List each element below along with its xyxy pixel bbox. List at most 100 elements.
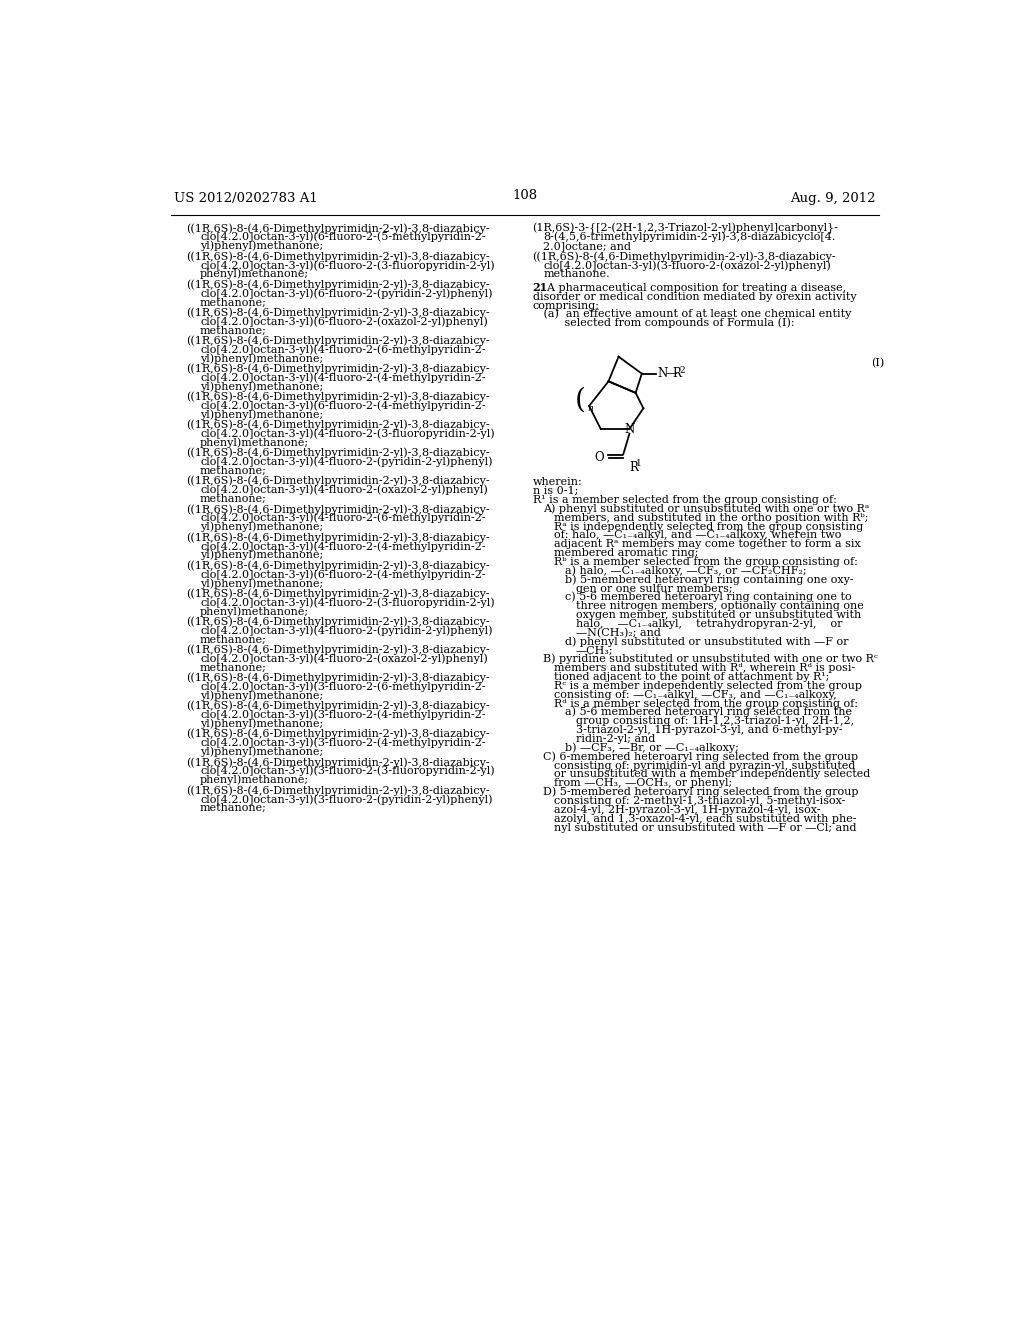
Text: clo[4.2.0]octan-3-yl)(3-fluoro-2-(oxazol-2-yl)phenyl): clo[4.2.0]octan-3-yl)(3-fluoro-2-(oxazol… xyxy=(544,260,831,271)
Text: clo[4.2.0]octan-3-yl)(6-fluoro-2-(oxazol-2-yl)phenyl): clo[4.2.0]octan-3-yl)(6-fluoro-2-(oxazol… xyxy=(200,317,487,327)
Text: ((1R,6S)-8-(4,6-Dimethylpyrimidin-2-yl)-3,8-diazabicy-: ((1R,6S)-8-(4,6-Dimethylpyrimidin-2-yl)-… xyxy=(532,251,837,261)
Text: R: R xyxy=(630,461,638,474)
Text: wherein:: wherein: xyxy=(532,478,583,487)
Text: yl)phenyl)methanone;: yl)phenyl)methanone; xyxy=(200,240,324,251)
Text: Rᶜ is a member independently selected from the group: Rᶜ is a member independently selected fr… xyxy=(554,681,862,690)
Text: ((1R,6S)-8-(4,6-Dimethylpyrimidin-2-yl)-3,8-diazabicy-: ((1R,6S)-8-(4,6-Dimethylpyrimidin-2-yl)-… xyxy=(186,477,489,487)
Text: clo[4.2.0]octan-3-yl)(3-fluoro-2-(4-methylpyridin-2-: clo[4.2.0]octan-3-yl)(3-fluoro-2-(4-meth… xyxy=(200,738,485,748)
Text: yl)phenyl)methanone;: yl)phenyl)methanone; xyxy=(200,409,324,420)
Text: ((1R,6S)-8-(4,6-Dimethylpyrimidin-2-yl)-3,8-diazabicy-: ((1R,6S)-8-(4,6-Dimethylpyrimidin-2-yl)-… xyxy=(186,729,489,739)
Text: Rᵃ is independently selected from the group consisting: Rᵃ is independently selected from the gr… xyxy=(554,521,863,532)
Text: selected from compounds of Formula (I):: selected from compounds of Formula (I): xyxy=(532,318,795,329)
Text: (I): (I) xyxy=(871,358,885,368)
Text: B) pyridine substituted or unsubstituted with one or two Rᶜ: B) pyridine substituted or unsubstituted… xyxy=(544,653,879,664)
Text: Rᵈ is a member selected from the group consisting of:: Rᵈ is a member selected from the group c… xyxy=(554,698,858,709)
Text: clo[4.2.0]octan-3-yl)(4-fluoro-2-(oxazol-2-yl)phenyl): clo[4.2.0]octan-3-yl)(4-fluoro-2-(oxazol… xyxy=(200,653,487,664)
Text: methanone;: methanone; xyxy=(200,297,267,308)
Text: consisting of: —C₁₋₄alkyl, —CF₃, and —C₁₋₄alkoxy,: consisting of: —C₁₋₄alkyl, —CF₃, and —C₁… xyxy=(554,690,837,700)
Text: N: N xyxy=(657,367,668,380)
Text: ((1R,6S)-8-(4,6-Dimethylpyrimidin-2-yl)-3,8-diazabicy-: ((1R,6S)-8-(4,6-Dimethylpyrimidin-2-yl)-… xyxy=(186,392,489,403)
Text: O: O xyxy=(594,451,604,465)
Text: membered aromatic ring;: membered aromatic ring; xyxy=(554,548,698,558)
Text: D) 5-membered heteroaryl ring selected from the group: D) 5-membered heteroaryl ring selected f… xyxy=(544,787,859,797)
Text: 2: 2 xyxy=(679,366,685,375)
Text: b) 5-membered heteroaryl ring containing one oxy-: b) 5-membered heteroaryl ring containing… xyxy=(565,574,854,585)
Text: methanone;: methanone; xyxy=(200,635,267,644)
Text: ((1R,6S)-8-(4,6-Dimethylpyrimidin-2-yl)-3,8-diazabicy-: ((1R,6S)-8-(4,6-Dimethylpyrimidin-2-yl)-… xyxy=(186,644,489,655)
Text: ((1R,6S)-8-(4,6-Dimethylpyrimidin-2-yl)-3,8-diazabicy-: ((1R,6S)-8-(4,6-Dimethylpyrimidin-2-yl)-… xyxy=(186,532,489,543)
Text: consisting of: 2-methyl-1,3-thiazol-yl, 5-methyl-isox-: consisting of: 2-methyl-1,3-thiazol-yl, … xyxy=(554,796,846,807)
Text: A) phenyl substituted or unsubstituted with one or two Rᵃ: A) phenyl substituted or unsubstituted w… xyxy=(544,503,869,513)
Text: azolyl, and 1,3-oxazol-4-yl, each substituted with phe-: azolyl, and 1,3-oxazol-4-yl, each substi… xyxy=(554,813,857,824)
Text: ridin-2-yl; and: ridin-2-yl; and xyxy=(575,734,655,744)
Text: methanone;: methanone; xyxy=(200,804,267,813)
Text: ((1R,6S)-8-(4,6-Dimethylpyrimidin-2-yl)-3,8-diazabicy-: ((1R,6S)-8-(4,6-Dimethylpyrimidin-2-yl)-… xyxy=(186,280,489,290)
Text: oxygen member, substituted or unsubstituted with: oxygen member, substituted or unsubstitu… xyxy=(575,610,861,620)
Text: yl)phenyl)methanone;: yl)phenyl)methanone; xyxy=(200,354,324,364)
Text: or unsubstituted with a member independently selected: or unsubstituted with a member independe… xyxy=(554,770,870,780)
Text: ((1R,6S)-8-(4,6-Dimethylpyrimidin-2-yl)-3,8-diazabicy-: ((1R,6S)-8-(4,6-Dimethylpyrimidin-2-yl)-… xyxy=(186,560,489,570)
Text: ((1R,6S)-8-(4,6-Dimethylpyrimidin-2-yl)-3,8-diazabicy-: ((1R,6S)-8-(4,6-Dimethylpyrimidin-2-yl)-… xyxy=(186,335,489,346)
Text: group consisting of: 1H-1,2,3-triazol-1-yl, 2H-1,2,: group consisting of: 1H-1,2,3-triazol-1-… xyxy=(575,717,854,726)
Text: yl)phenyl)methanone;: yl)phenyl)methanone; xyxy=(200,550,324,561)
Text: clo[4.2.0]octan-3-yl)(6-fluoro-2-(4-methylpyridin-2-: clo[4.2.0]octan-3-yl)(6-fluoro-2-(4-meth… xyxy=(200,400,485,411)
Text: ((1R,6S)-8-(4,6-Dimethylpyrimidin-2-yl)-3,8-diazabicy-: ((1R,6S)-8-(4,6-Dimethylpyrimidin-2-yl)-… xyxy=(186,589,489,599)
Text: clo[4.2.0]octan-3-yl)(4-fluoro-2-(6-methylpyridin-2-: clo[4.2.0]octan-3-yl)(4-fluoro-2-(6-meth… xyxy=(200,513,485,524)
Text: US 2012/0202783 A1: US 2012/0202783 A1 xyxy=(174,193,318,206)
Text: azol-4-yl, 2H-pyrazol-3-yl, 1H-pyrazol-4-yl, isox-: azol-4-yl, 2H-pyrazol-3-yl, 1H-pyrazol-4… xyxy=(554,805,821,814)
Text: gen or one sulfur members;: gen or one sulfur members; xyxy=(575,583,732,594)
Text: n: n xyxy=(587,404,593,413)
Text: R: R xyxy=(673,367,682,380)
Text: yl)phenyl)methanone;: yl)phenyl)methanone; xyxy=(200,718,324,729)
Text: yl)phenyl)methanone;: yl)phenyl)methanone; xyxy=(200,747,324,758)
Text: yl)phenyl)methanone;: yl)phenyl)methanone; xyxy=(200,521,324,532)
Text: —: — xyxy=(665,367,677,380)
Text: a) 5-6 membered heteroaryl ring selected from the: a) 5-6 membered heteroaryl ring selected… xyxy=(565,708,852,718)
Text: yl)phenyl)methanone;: yl)phenyl)methanone; xyxy=(200,690,324,701)
Text: clo[4.2.0]octan-3-yl)(6-fluoro-2-(3-fluoropyridin-2-yl): clo[4.2.0]octan-3-yl)(6-fluoro-2-(3-fluo… xyxy=(200,260,495,271)
Text: ((1R,6S)-8-(4,6-Dimethylpyrimidin-2-yl)-3,8-diazabicy-: ((1R,6S)-8-(4,6-Dimethylpyrimidin-2-yl)-… xyxy=(186,251,489,261)
Text: ((1R,6S)-8-(4,6-Dimethylpyrimidin-2-yl)-3,8-diazabicy-: ((1R,6S)-8-(4,6-Dimethylpyrimidin-2-yl)-… xyxy=(186,673,489,684)
Text: methanone;: methanone; xyxy=(200,466,267,477)
Text: methanone.: methanone. xyxy=(544,269,610,280)
Text: clo[4.2.0]octan-3-yl)(4-fluoro-2-(3-fluoropyridin-2-yl): clo[4.2.0]octan-3-yl)(4-fluoro-2-(3-fluo… xyxy=(200,597,495,607)
Text: methanone;: methanone; xyxy=(200,494,267,504)
Text: from —CH₃, —OCH₃, or phenyl;: from —CH₃, —OCH₃, or phenyl; xyxy=(554,779,732,788)
Text: ((1R,6S)-8-(4,6-Dimethylpyrimidin-2-yl)-3,8-diazabicy-: ((1R,6S)-8-(4,6-Dimethylpyrimidin-2-yl)-… xyxy=(186,447,489,458)
Text: clo[4.2.0]octan-3-yl)(6-fluoro-2-(4-methylpyridin-2-: clo[4.2.0]octan-3-yl)(6-fluoro-2-(4-meth… xyxy=(200,569,485,579)
Text: phenyl)methanone;: phenyl)methanone; xyxy=(200,606,309,616)
Text: ((1R,6S)-8-(4,6-Dimethylpyrimidin-2-yl)-3,8-diazabicy-: ((1R,6S)-8-(4,6-Dimethylpyrimidin-2-yl)-… xyxy=(186,616,489,627)
Text: (: ( xyxy=(574,387,586,414)
Text: Rᵇ is a member selected from the group consisting of:: Rᵇ is a member selected from the group c… xyxy=(554,557,858,568)
Text: d) phenyl substituted or unsubstituted with —F or: d) phenyl substituted or unsubstituted w… xyxy=(565,636,849,647)
Text: phenyl)methanone;: phenyl)methanone; xyxy=(200,269,309,280)
Text: —N(CH₃)₂; and: —N(CH₃)₂; and xyxy=(575,627,660,638)
Text: ((1R,6S)-8-(4,6-Dimethylpyrimidin-2-yl)-3,8-diazabicy-: ((1R,6S)-8-(4,6-Dimethylpyrimidin-2-yl)-… xyxy=(186,701,489,711)
Text: C) 6-membered heteroaryl ring selected from the group: C) 6-membered heteroaryl ring selected f… xyxy=(544,751,858,762)
Text: ((1R,6S)-8-(4,6-Dimethylpyrimidin-2-yl)-3,8-diazabicy-: ((1R,6S)-8-(4,6-Dimethylpyrimidin-2-yl)-… xyxy=(186,756,489,767)
Text: yl)phenyl)methanone;: yl)phenyl)methanone; xyxy=(200,381,324,392)
Text: 3-triazol-2-yl, 1H-pyrazol-3-yl, and 6-methyl-py-: 3-triazol-2-yl, 1H-pyrazol-3-yl, and 6-m… xyxy=(575,725,843,735)
Text: nyl substituted or unsubstituted with —F or —Cl; and: nyl substituted or unsubstituted with —F… xyxy=(554,822,857,833)
Text: phenyl)methanone;: phenyl)methanone; xyxy=(200,775,309,785)
Text: 8-(4,5,6-trimethylpyrimidin-2-yl)-3,8-diazabicyclo[4.: 8-(4,5,6-trimethylpyrimidin-2-yl)-3,8-di… xyxy=(544,232,836,243)
Text: three nitrogen members, optionally containing one: three nitrogen members, optionally conta… xyxy=(575,601,863,611)
Text: 2.0]octane; and: 2.0]octane; and xyxy=(544,242,632,251)
Text: clo[4.2.0]octan-3-yl)(4-fluoro-2-(4-methylpyridin-2-: clo[4.2.0]octan-3-yl)(4-fluoro-2-(4-meth… xyxy=(200,541,485,552)
Text: b) —CF₃, —Br, or —C₁₋₄alkoxy;: b) —CF₃, —Br, or —C₁₋₄alkoxy; xyxy=(565,742,739,752)
Text: . A pharmaceutical composition for treating a disease,: . A pharmaceutical composition for treat… xyxy=(541,282,847,293)
Text: c) 5-6 membered heteroaryl ring containing one to: c) 5-6 membered heteroaryl ring containi… xyxy=(565,591,852,602)
Text: adjacent Rᵃ members may come together to form a six: adjacent Rᵃ members may come together to… xyxy=(554,540,861,549)
Text: halo,    —C₁₋₄alkyl,    tetrahydropyran-2-yl,    or: halo, —C₁₋₄alkyl, tetrahydropyran-2-yl, … xyxy=(575,619,843,628)
Text: ((1R,6S)-8-(4,6-Dimethylpyrimidin-2-yl)-3,8-diazabicy-: ((1R,6S)-8-(4,6-Dimethylpyrimidin-2-yl)-… xyxy=(186,363,489,374)
Text: disorder or medical condition mediated by orexin activity: disorder or medical condition mediated b… xyxy=(532,292,856,302)
Text: clo[4.2.0]octan-3-yl)(4-fluoro-2-(oxazol-2-yl)phenyl): clo[4.2.0]octan-3-yl)(4-fluoro-2-(oxazol… xyxy=(200,484,487,495)
Text: methanone;: methanone; xyxy=(200,326,267,335)
Text: clo[4.2.0]octan-3-yl)(3-fluoro-2-(3-fluoropyridin-2-yl): clo[4.2.0]octan-3-yl)(3-fluoro-2-(3-fluo… xyxy=(200,766,495,776)
Text: methanone;: methanone; xyxy=(200,663,267,673)
Text: n is 0-1;: n is 0-1; xyxy=(532,486,578,496)
Text: clo[4.2.0]octan-3-yl)(6-fluoro-2-(pyridin-2-yl)phenyl): clo[4.2.0]octan-3-yl)(6-fluoro-2-(pyridi… xyxy=(200,288,493,298)
Text: a) halo, —C₁₋₄alkoxy, —CF₃, or —CF₂CHF₂;: a) halo, —C₁₋₄alkoxy, —CF₃, or —CF₂CHF₂; xyxy=(565,565,807,576)
Text: clo[4.2.0]octan-3-yl)(4-fluoro-2-(4-methylpyridin-2-: clo[4.2.0]octan-3-yl)(4-fluoro-2-(4-meth… xyxy=(200,372,485,383)
Text: Aug. 9, 2012: Aug. 9, 2012 xyxy=(790,193,876,206)
